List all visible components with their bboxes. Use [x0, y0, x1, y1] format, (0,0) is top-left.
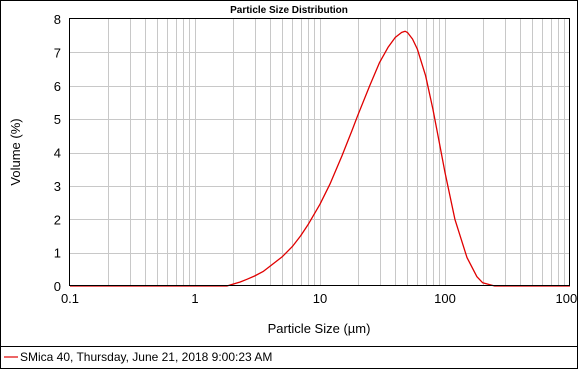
grid [70, 19, 570, 286]
x-tick-label: 100 [434, 291, 456, 306]
x-tick-label: 10 [313, 291, 327, 306]
chart-title: Particle Size Distribution [230, 5, 348, 16]
y-tick-labels: 0 1 2 3 4 5 6 7 8 [54, 12, 61, 294]
y-tick-label: 4 [54, 146, 61, 161]
x-axis-label: Particle Size (µm) [268, 321, 371, 336]
y-tick-label: 7 [54, 45, 61, 60]
x-tick-label: 1 [191, 291, 198, 306]
series-line [70, 30, 570, 287]
series-layer [70, 30, 570, 287]
plot-area [69, 18, 570, 286]
y-tick-label: 3 [54, 179, 61, 194]
legend-entry: SMica 40, Thursday, June 21, 2018 9:00:2… [20, 350, 272, 364]
y-tick-label: 2 [54, 212, 61, 227]
y-tick-label: 0 [54, 279, 61, 294]
x-tick-label: 0.1 [61, 291, 79, 306]
y-tick-label: 1 [54, 246, 61, 261]
y-tick-label: 5 [54, 112, 61, 127]
y-tick-label: 8 [54, 12, 61, 27]
y-axis-label: Volume (%) [8, 118, 23, 185]
y-tick-label: 6 [54, 79, 61, 94]
